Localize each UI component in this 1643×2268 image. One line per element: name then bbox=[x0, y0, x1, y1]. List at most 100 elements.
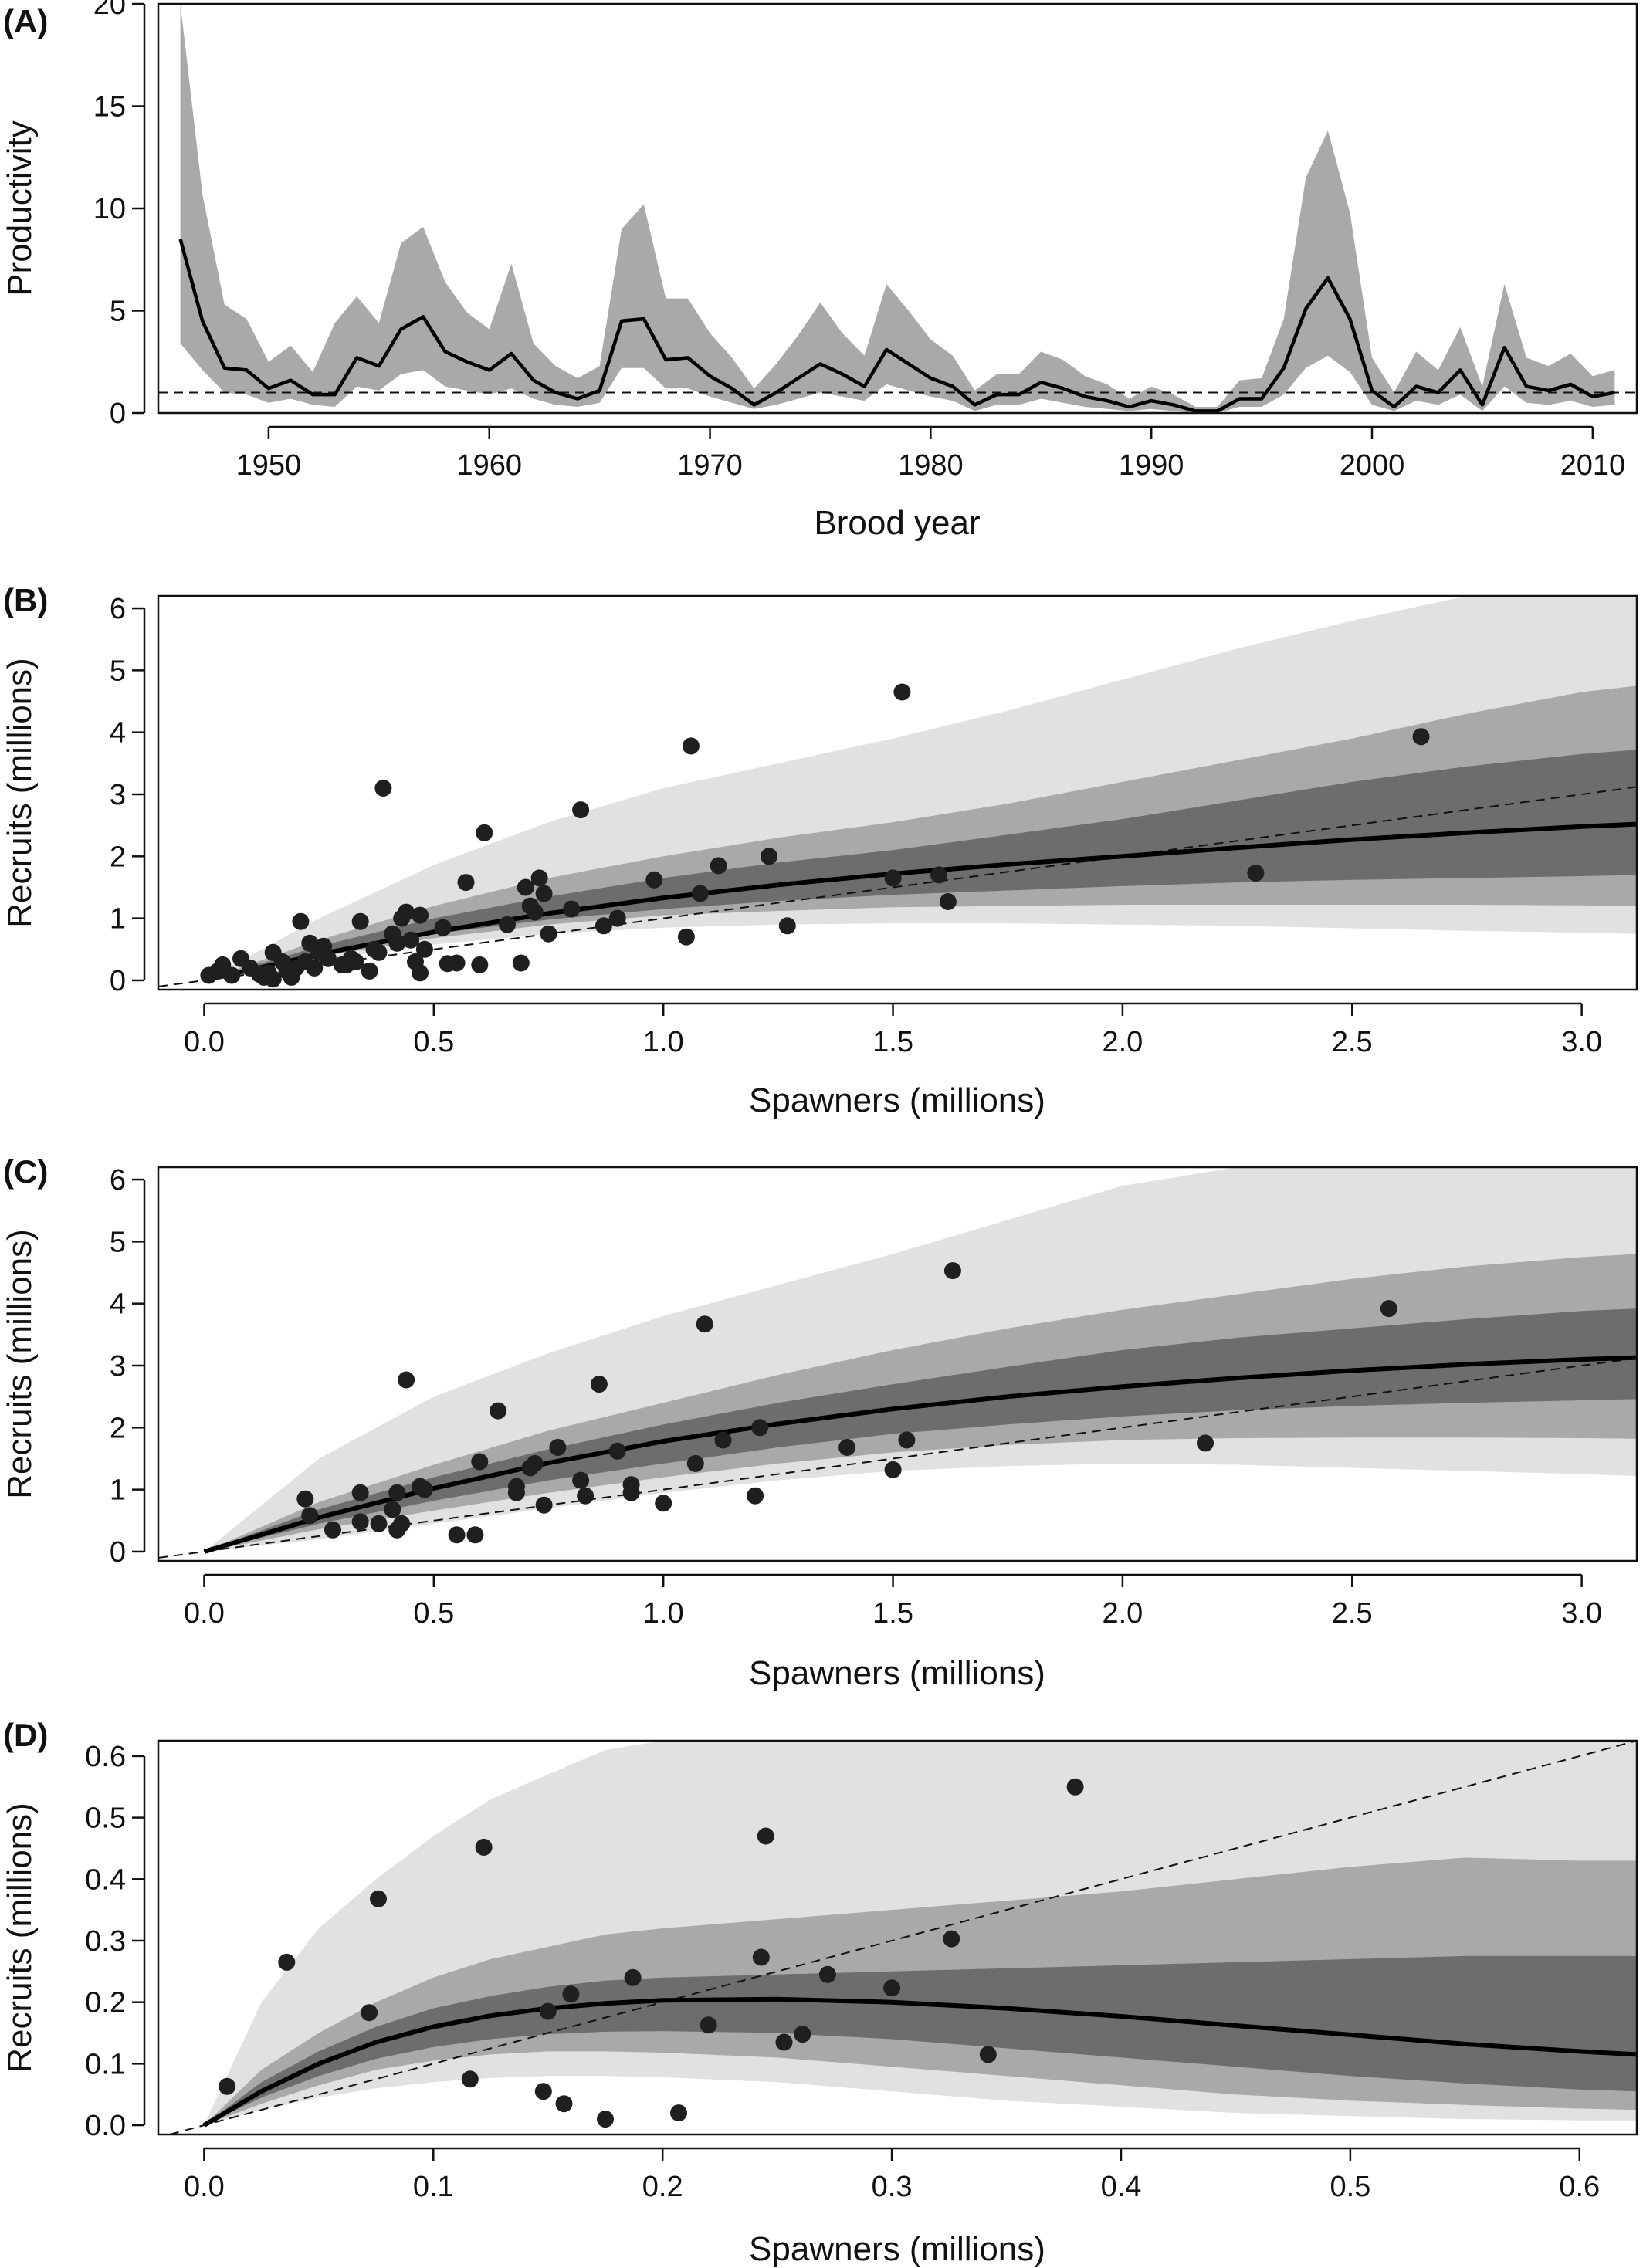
panel-d-data-point bbox=[370, 1890, 387, 1907]
panel-c-y-tick-label: 3 bbox=[110, 1350, 126, 1383]
panel-a-y-tick-label: 5 bbox=[110, 296, 126, 328]
panel-b-data-point bbox=[412, 964, 429, 982]
panel-d-x-axis-title: Spawners (millions) bbox=[749, 2230, 1045, 2268]
panel-b-y-tick-label: 3 bbox=[110, 779, 126, 811]
panel-d-data-point bbox=[624, 1968, 642, 1986]
panel-c-data-point bbox=[838, 1439, 856, 1456]
panel-b-data-point bbox=[517, 878, 534, 896]
panel-b-data-point bbox=[374, 780, 392, 797]
panel-b-data-point bbox=[1412, 728, 1430, 746]
panel-d-y-tick-label: 0.4 bbox=[85, 1863, 126, 1896]
panel-a-x-tick-label: 2010 bbox=[1560, 449, 1626, 482]
panel-d-data-point bbox=[979, 2046, 997, 2063]
panel-d-data-point bbox=[562, 1985, 580, 2003]
panel-d-y-tick-label: 0.6 bbox=[85, 1741, 126, 1773]
panel-c-data-point bbox=[655, 1495, 672, 1512]
panel-b-x-tick-label: 1.0 bbox=[643, 1026, 684, 1058]
panel-b-data-point bbox=[645, 871, 663, 889]
panel-b-series bbox=[158, 683, 1638, 988]
panel-c-x-tick-label: 2.5 bbox=[1332, 1597, 1373, 1630]
panel-d-y-tick-label: 0.5 bbox=[85, 1803, 126, 1835]
panel-b-data-point bbox=[512, 954, 530, 972]
panel-d-label: (D) bbox=[3, 1717, 48, 1753]
panel-d-x-tick-label: 0.5 bbox=[1330, 2171, 1370, 2203]
panel-c-data-point bbox=[296, 1490, 314, 1508]
panel-c-fitted-curve bbox=[203, 1355, 1638, 1554]
panel-d-data-point bbox=[775, 2033, 793, 2051]
panel-a-x-tick-label: 2000 bbox=[1340, 449, 1405, 482]
panel-c-data-point bbox=[370, 1515, 388, 1532]
panel-d-data-point bbox=[361, 2004, 378, 2022]
panel-c-data-point bbox=[572, 1471, 590, 1489]
panel-d-y-axis-title: Recruits (millions) bbox=[1, 1803, 39, 2073]
panel-a-x-axis-title: Brood year bbox=[814, 504, 980, 542]
panel-c-data-point bbox=[943, 1262, 961, 1280]
panel-b-data-point bbox=[471, 956, 489, 973]
panel-d-x-tick-label: 0.3 bbox=[872, 2171, 913, 2203]
panel-b-y-tick-label: 5 bbox=[110, 655, 126, 687]
panel-a: (A) 1950 1960 1970 1980 1990 2000 2010 0 5 10 15 20… bbox=[1, 0, 1638, 542]
panel-c-y-tick-label: 6 bbox=[110, 1164, 126, 1197]
panel-b-data-point bbox=[223, 966, 241, 984]
panel-b-data-point bbox=[572, 801, 590, 819]
panel-b-data-point bbox=[434, 919, 452, 936]
panel-d-frame bbox=[157, 1739, 1638, 2136]
panel-b-data-point bbox=[939, 893, 957, 910]
panel-a-x-tick-label: 1980 bbox=[898, 449, 964, 482]
panel-c-data-point bbox=[686, 1454, 704, 1472]
productivity-median-line bbox=[178, 239, 1615, 413]
panel-c-y-tick-label: 0 bbox=[110, 1536, 126, 1569]
panel-d-data-point bbox=[700, 2016, 717, 2034]
panel-b-y-tick-label: 4 bbox=[110, 717, 126, 750]
panel-c-x-tick-label: 1.5 bbox=[872, 1597, 913, 1630]
panel-b-data-point bbox=[320, 950, 337, 967]
panel-d-y-tick-label: 0.3 bbox=[85, 1925, 126, 1958]
panel-b-data-point bbox=[710, 857, 727, 875]
panel-b-y-tick-label: 2 bbox=[110, 841, 126, 873]
panel-a-x-tick-label: 1990 bbox=[1119, 449, 1184, 482]
panel-d-x-tick-label: 0.0 bbox=[184, 2171, 225, 2203]
panel-b-data-point bbox=[526, 903, 544, 921]
panel-a-y-tick-label: 20 bbox=[93, 0, 126, 21]
panel-c-data-point bbox=[549, 1439, 567, 1456]
panel-b-y-axis-title: Recruits (millions) bbox=[1, 658, 39, 928]
panel-a-y-axis-title: Productivity bbox=[1, 120, 39, 296]
panel-b-y-tick-label: 0 bbox=[110, 965, 126, 997]
panel-b-data-point bbox=[412, 906, 429, 924]
panel-b-data-point bbox=[370, 943, 388, 961]
panel-d-fitted-curve bbox=[202, 1996, 1638, 2128]
panel-b-data-point bbox=[530, 869, 548, 887]
panel-c-data-point bbox=[507, 1478, 525, 1495]
panel-c-data-point bbox=[466, 1526, 484, 1544]
panel-b-data-point bbox=[361, 962, 378, 980]
panel-b-data-point bbox=[608, 909, 626, 927]
panel-b-x-tick-label: 3.0 bbox=[1561, 1026, 1602, 1058]
panel-c-data-point bbox=[393, 1515, 411, 1532]
panel-a-y-tick-label: 0 bbox=[110, 398, 126, 430]
panel-b-data-point bbox=[761, 848, 777, 865]
panel-b-data-point bbox=[499, 916, 516, 933]
panel-b-fitted-curve bbox=[203, 821, 1638, 983]
panel-b-label: (B) bbox=[3, 582, 48, 618]
panel-d-x-tick-label: 0.1 bbox=[413, 2171, 454, 2203]
panel-c-series bbox=[158, 1262, 1638, 1559]
panel-d-data-point bbox=[597, 2111, 614, 2128]
panel-b-y-tick-label: 6 bbox=[110, 593, 126, 625]
panel-b-x-tick-label: 2.5 bbox=[1332, 1026, 1373, 1058]
panel-b-data-point bbox=[884, 869, 902, 887]
panel-c-data-point bbox=[608, 1442, 626, 1460]
panel-d-series bbox=[169, 1740, 1638, 2135]
panel-c-x-axis-title: Spawners (millions) bbox=[749, 1654, 1045, 1692]
panel-a-frame bbox=[157, 2, 1638, 415]
panel-b-data-point bbox=[457, 874, 475, 892]
panel-b-data-point bbox=[398, 903, 415, 921]
panel-d-data-point bbox=[461, 2070, 479, 2088]
panel-b-y-tick-label: 1 bbox=[110, 903, 126, 936]
panel-b-data-point bbox=[540, 925, 557, 943]
panel-a-y-tick-label: 15 bbox=[93, 91, 126, 124]
panel-d-data-point bbox=[794, 2026, 811, 2043]
panel-d-x-tick-label: 0.6 bbox=[1559, 2171, 1600, 2203]
panel-d-data-point bbox=[555, 2095, 573, 2113]
panel-c-data-point bbox=[351, 1484, 369, 1501]
panel-c-data-point bbox=[388, 1484, 406, 1501]
